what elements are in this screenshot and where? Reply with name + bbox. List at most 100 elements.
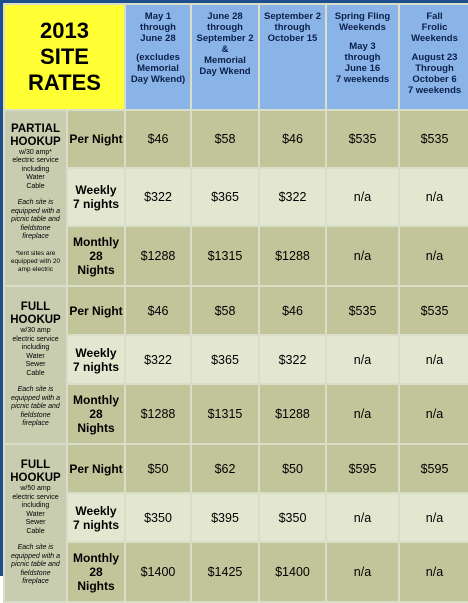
site-amenities-note: Each site is equipped with a picnic table … xyxy=(10,544,61,586)
hookup-name: PARTIAL xyxy=(11,122,60,135)
rate-value: n/a xyxy=(400,227,468,285)
table-row: FULL HOOKUP w/30 amp electric service includ… xyxy=(5,287,468,443)
rate-value: $322 xyxy=(126,336,190,383)
rate-value: n/a xyxy=(327,227,398,285)
table-row: Monthly 28 Nights $1288 $1315 $1288 n/a n/a xyxy=(5,385,468,443)
rate-value: n/a xyxy=(400,336,468,383)
column-header-subtext: through xyxy=(344,52,381,63)
hookup-name: HOOKUP xyxy=(10,472,61,485)
rate-period-label: Per Night xyxy=(68,111,124,167)
rate-value: n/a xyxy=(327,385,398,443)
rate-value: $58 xyxy=(192,287,258,334)
title-line-1: SITE xyxy=(40,44,89,69)
table-row: Weekly 7 nights $350 $395 $350 n/a n/a xyxy=(5,494,468,541)
rate-value: $1315 xyxy=(192,227,258,285)
column-header-subtext: May 3 xyxy=(349,41,376,52)
column-header-5: Fall Frolic Weekends August 23 Through Octobe… xyxy=(400,5,468,109)
rate-value: $50 xyxy=(260,445,325,492)
hookup-name: FULL xyxy=(20,459,51,472)
hookup-description: FULL HOOKUP w/30 amp electric service includ… xyxy=(5,287,66,443)
hookup-description: PARTIAL HOOKUP w/30 amp* electric service in… xyxy=(5,111,66,285)
rate-value: n/a xyxy=(327,543,398,601)
rate-value: $350 xyxy=(126,494,190,541)
rate-value: $535 xyxy=(327,111,398,167)
column-header-4: Spring Fling Weekends May 3 through June 16 7… xyxy=(327,5,398,109)
rate-value: n/a xyxy=(400,385,468,443)
column-header-text: September 2 xyxy=(196,33,254,44)
rate-value: $1400 xyxy=(260,543,325,601)
table-row: Weekly 7 nights $322 $365 $322 n/a n/a xyxy=(5,336,468,383)
rate-value: $1288 xyxy=(260,385,325,443)
rate-value: $1288 xyxy=(260,227,325,285)
rate-period-label: Per Night xyxy=(68,445,124,492)
column-header-subtext: June 16 xyxy=(344,63,381,74)
column-header-text: Fall xyxy=(426,11,443,22)
rate-value: $1288 xyxy=(126,227,190,285)
rate-value: $350 xyxy=(260,494,325,541)
table-row: Monthly 28 Nights $1288 $1315 $1288 n/a n/a xyxy=(5,227,468,285)
hookup-name: HOOKUP xyxy=(10,135,61,148)
header-spacer xyxy=(126,44,190,52)
column-header-text: Frolic xyxy=(421,22,448,33)
site-rates-table: 2013 SITE RATES May 1 through June 28 (excl… xyxy=(3,3,468,603)
rate-value: n/a xyxy=(327,494,398,541)
rate-value: $1425 xyxy=(192,543,258,601)
rate-value: $395 xyxy=(192,494,258,541)
site-amenities-note: Each site is equipped with a picnic table … xyxy=(10,199,61,240)
rate-value: n/a xyxy=(400,543,468,601)
rate-value: $595 xyxy=(400,445,468,492)
tent-site-note: *tent sites are equipped with 20 amp elect… xyxy=(10,249,61,273)
column-header-text: through xyxy=(207,22,243,33)
title-line-2: RATES xyxy=(28,70,101,95)
rate-value: $322 xyxy=(126,169,190,225)
column-header-subtext: Through xyxy=(415,63,454,74)
column-header-text: Day Wkend xyxy=(199,66,251,77)
site-amenities-note: Each site is equipped with a picnic table … xyxy=(10,386,61,428)
rate-value: $50 xyxy=(126,445,190,492)
rate-value: $46 xyxy=(260,287,325,334)
rate-period-label: Weekly 7 nights xyxy=(68,336,124,383)
column-header-text: & xyxy=(221,44,229,55)
table-row: FULL HOOKUP w/50 amp electric service includ… xyxy=(5,445,468,601)
column-header-subtext: 7 weekends xyxy=(407,85,462,96)
rate-value: $322 xyxy=(260,169,325,225)
header-spacer xyxy=(327,33,398,41)
hookup-description: FULL HOOKUP w/50 amp electric service includ… xyxy=(5,445,66,601)
hookup-details: w/50 amp electric service including Water Se… xyxy=(12,485,59,535)
rate-value: $1400 xyxy=(126,543,190,601)
rate-value: n/a xyxy=(400,494,468,541)
hookup-name: HOOKUP xyxy=(10,314,61,327)
rate-value: $46 xyxy=(126,287,190,334)
column-header-text: through xyxy=(274,22,311,33)
column-header-text: Weekends xyxy=(411,33,458,44)
column-header-text: through xyxy=(140,22,176,33)
rate-period-label: Monthly 28 Nights xyxy=(68,385,124,443)
rate-value: $58 xyxy=(192,111,258,167)
rate-value: $322 xyxy=(260,336,325,383)
column-header-text: Weekends xyxy=(339,22,386,33)
rate-value: $46 xyxy=(260,111,325,167)
table-row: Monthly 28 Nights $1400 $1425 $1400 n/a n/a xyxy=(5,543,468,601)
column-header-text: October 15 xyxy=(267,33,318,44)
rate-value: n/a xyxy=(327,169,398,225)
rate-period-label: Weekly 7 nights xyxy=(68,494,124,541)
column-header-subtext: (excludes xyxy=(136,52,180,63)
column-header-subtext: October 6 xyxy=(412,74,457,85)
rate-period-label: Monthly 28 Nights xyxy=(68,543,124,601)
column-header-1: May 1 through June 28 (excludes Memorial Day … xyxy=(126,5,190,109)
column-header-subtext: Memorial xyxy=(137,63,179,74)
column-header-subtext: 7 weekends xyxy=(335,74,390,85)
rate-period-label: Weekly 7 nights xyxy=(68,169,124,225)
column-header-subtext: August 23 xyxy=(411,52,458,63)
column-header-text: Memorial xyxy=(204,55,246,66)
column-header-3: September 2 through October 15 xyxy=(260,5,325,109)
rate-value: $535 xyxy=(400,111,468,167)
table-row: Weekly 7 nights $322 $365 $322 n/a n/a xyxy=(5,169,468,225)
column-header-text: May 1 xyxy=(144,11,172,22)
hookup-name: FULL xyxy=(20,301,51,314)
column-header-2: June 28 through September 2 & Memorial Day Wk… xyxy=(192,5,258,109)
column-header-text: June 28 xyxy=(207,11,243,22)
column-header-text: September 2 xyxy=(263,11,322,22)
rate-value: $365 xyxy=(192,336,258,383)
